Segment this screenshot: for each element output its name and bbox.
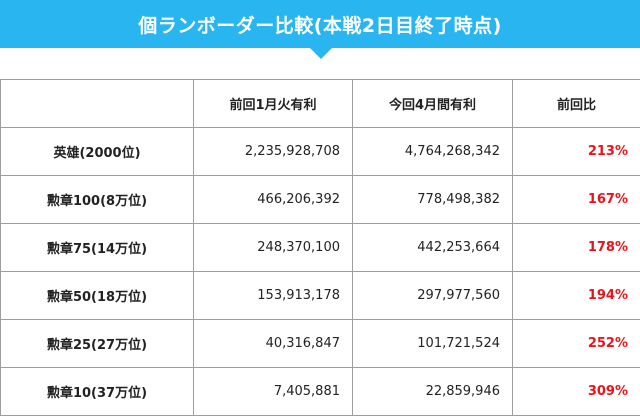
border-comparison-table: 前回1月火有利 今回4月間有利 前回比 英雄(2000位) 2,235,928,… — [0, 79, 640, 416]
row-label: 勲章25(27万位) — [0, 319, 194, 368]
row-label: 勲章50(18万位) — [0, 271, 194, 320]
row-label: 勲章10(37万位) — [0, 367, 194, 416]
table-row: 勲章25(27万位) 40,316,847 101,721,524 252% — [0, 319, 640, 368]
table-row: 英雄(2000位) 2,235,928,708 4,764,268,342 21… — [0, 127, 640, 176]
previous-value: 7,405,881 — [193, 367, 353, 416]
banner-title: 個ランボーダー比較(本戦2日目終了時点) — [138, 14, 502, 37]
previous-value: 466,206,392 — [193, 175, 353, 224]
row-label: 英雄(2000位) — [0, 127, 194, 176]
table-row: 勲章100(8万位) 466,206,392 778,498,382 167% — [0, 175, 640, 224]
table-header-row: 前回1月火有利 今回4月間有利 前回比 — [0, 79, 640, 128]
ratio-value: 309% — [512, 367, 640, 416]
table-row: 勲章75(14万位) 248,370,100 442,253,664 178% — [0, 223, 640, 272]
previous-value: 40,316,847 — [193, 319, 353, 368]
title-banner: 個ランボーダー比較(本戦2日目終了時点) — [0, 0, 640, 48]
current-value: 4,764,268,342 — [352, 127, 513, 176]
current-value: 22,859,946 — [352, 367, 513, 416]
ratio-value: 194% — [512, 271, 640, 320]
header-ratio: 前回比 — [512, 79, 640, 128]
table-row: 勲章50(18万位) 153,913,178 297,977,560 194% — [0, 271, 640, 320]
table-row: 勲章10(37万位) 7,405,881 22,859,946 309% — [0, 367, 640, 416]
ratio-value: 213% — [512, 127, 640, 176]
row-label: 勲章75(14万位) — [0, 223, 194, 272]
banner-pointer-arrow — [310, 48, 332, 59]
current-value: 442,253,664 — [352, 223, 513, 272]
current-value: 778,498,382 — [352, 175, 513, 224]
ratio-value: 167% — [512, 175, 640, 224]
ratio-value: 178% — [512, 223, 640, 272]
previous-value: 153,913,178 — [193, 271, 353, 320]
current-value: 297,977,560 — [352, 271, 513, 320]
current-value: 101,721,524 — [352, 319, 513, 368]
previous-value: 248,370,100 — [193, 223, 353, 272]
header-current: 今回4月間有利 — [352, 79, 513, 128]
header-previous: 前回1月火有利 — [193, 79, 353, 128]
row-label: 勲章100(8万位) — [0, 175, 194, 224]
ratio-value: 252% — [512, 319, 640, 368]
previous-value: 2,235,928,708 — [193, 127, 353, 176]
header-blank — [0, 79, 194, 128]
